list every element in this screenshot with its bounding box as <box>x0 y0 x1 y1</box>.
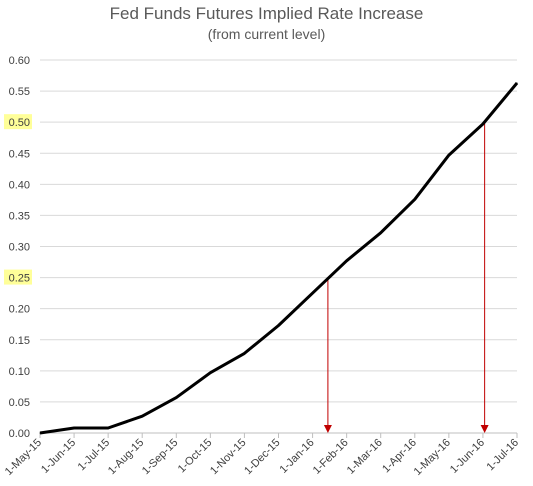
x-tick-label: 1-Jan-16 <box>278 437 317 476</box>
data-point <box>448 154 450 156</box>
ytick-highlight <box>4 114 32 130</box>
data-point <box>243 352 245 354</box>
x-tick-label: 1-Jun-16 <box>448 437 487 476</box>
y-tick-label: 0.45 <box>9 148 30 160</box>
data-point <box>175 397 177 399</box>
x-tick-label: 1-May-16 <box>412 437 453 478</box>
y-tick-label: 0.60 <box>9 55 30 67</box>
x-tick-label: 1-Jul-16 <box>485 437 522 474</box>
y-tick-label: 0.00 <box>9 428 30 440</box>
y-tick-label: 0.30 <box>9 242 30 254</box>
x-tick-label: 1-May-15 <box>3 437 44 478</box>
data-point <box>39 432 41 434</box>
y-tick-label: 0.20 <box>9 304 30 316</box>
x-tick-label: 1-Dec-15 <box>242 437 282 477</box>
y-tick-label: 0.10 <box>9 366 30 378</box>
chart-subtitle: (from current level) <box>207 26 326 42</box>
y-tick-label: 0.55 <box>9 86 30 98</box>
data-point <box>346 260 348 262</box>
data-point <box>380 232 382 234</box>
x-tick-label: 1-Nov-15 <box>208 437 248 477</box>
data-point <box>482 123 484 125</box>
marker-arrowhead <box>323 425 332 433</box>
y-tick-label: 0.05 <box>9 397 30 409</box>
x-tick-label: 1-Mar-16 <box>345 437 385 477</box>
y-tick-label: 0.15 <box>9 335 30 347</box>
ytick-highlight <box>4 269 32 285</box>
marker-arrowhead <box>480 425 489 433</box>
data-point <box>516 82 518 84</box>
series-line <box>39 82 519 435</box>
data-point <box>312 292 314 294</box>
y-tick-label: 0.50 <box>9 117 30 129</box>
x-tick-label: 1-Sep-15 <box>140 437 180 477</box>
x-tick-label: 1-Aug-15 <box>106 437 146 477</box>
data-point <box>209 372 211 374</box>
y-tick-label: 0.25 <box>9 273 30 285</box>
data-point <box>278 324 279 326</box>
y-tick-label: 0.35 <box>9 210 30 222</box>
chart-title: Fed Funds Futures Implied Rate Increase <box>109 4 424 23</box>
x-tick-label: 1-Jun-15 <box>39 437 78 476</box>
data-point <box>73 427 75 429</box>
data-point <box>414 198 416 200</box>
data-point <box>141 415 143 417</box>
y-tick-label: 0.40 <box>9 179 30 191</box>
data-point <box>107 427 109 429</box>
x-tick-label: 1-Feb-16 <box>311 437 351 477</box>
